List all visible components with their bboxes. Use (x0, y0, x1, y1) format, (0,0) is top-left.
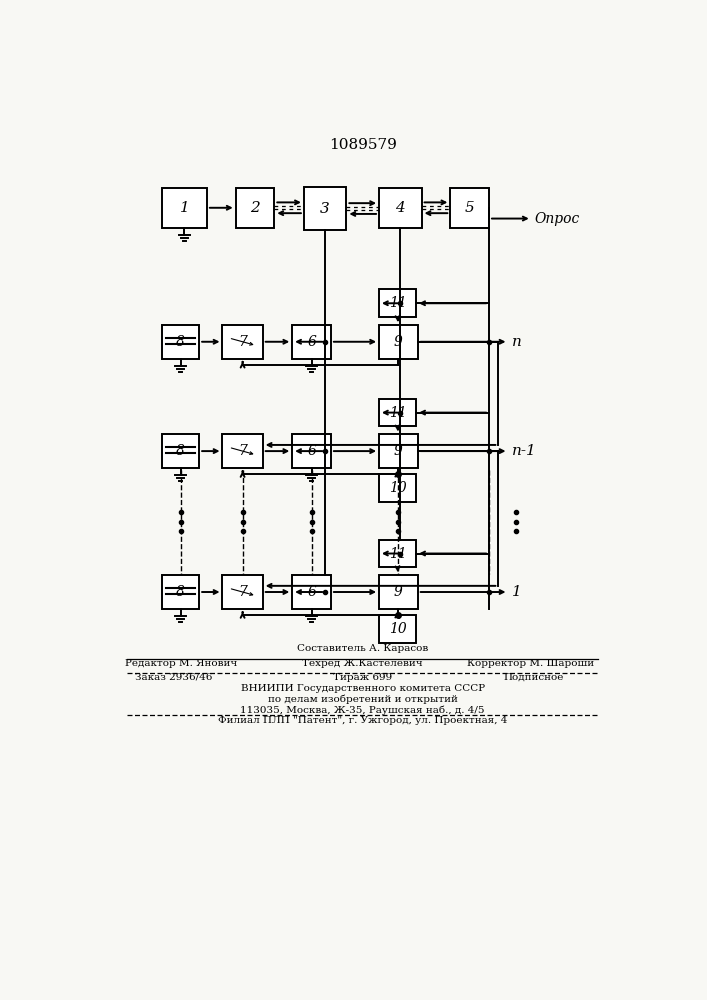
Text: 1089579: 1089579 (329, 138, 397, 152)
Bar (379, 434, 418, 468)
Text: п: п (512, 335, 521, 349)
Text: 9: 9 (394, 335, 403, 349)
Text: 5: 5 (464, 201, 474, 215)
Text: 7: 7 (238, 585, 247, 599)
Text: 9: 9 (394, 444, 403, 458)
Text: 1: 1 (512, 585, 521, 599)
Bar (379, 474, 416, 502)
Bar (379, 188, 421, 228)
Text: 9: 9 (394, 585, 403, 599)
Text: 6: 6 (307, 335, 316, 349)
Bar (379, 399, 416, 426)
Bar (223, 325, 263, 359)
Bar (450, 188, 489, 228)
Text: 6: 6 (307, 444, 316, 458)
Bar (292, 434, 331, 468)
Text: 3: 3 (320, 202, 330, 216)
Bar (235, 188, 274, 228)
Text: ВНИИПИ Государственного комитета СССР: ВНИИПИ Государственного комитета СССР (240, 684, 485, 693)
Bar (162, 188, 207, 228)
Text: Филиал ПЛП "Патент", г. Ужгород, ул. Проектная, 4: Филиал ПЛП "Патент", г. Ужгород, ул. Про… (218, 716, 508, 725)
Bar (162, 325, 199, 359)
Text: 8: 8 (176, 585, 185, 599)
Bar (379, 289, 416, 317)
Text: Заказ 2936/46: Заказ 2936/46 (135, 673, 212, 682)
Text: 11: 11 (389, 296, 407, 310)
Text: 8: 8 (176, 335, 185, 349)
Bar (223, 434, 263, 468)
Text: 6: 6 (307, 585, 316, 599)
Text: Тираж 699: Тираж 699 (333, 673, 392, 682)
Text: 7: 7 (238, 335, 247, 349)
Text: 1: 1 (180, 201, 189, 215)
Text: Составитель А. Карасов: Составитель А. Карасов (297, 644, 428, 653)
Text: Корректор М. Шароши: Корректор М. Шароши (467, 659, 594, 668)
Text: 113035, Москва, Ж-35, Раушская наб., д. 4/5: 113035, Москва, Ж-35, Раушская наб., д. … (240, 705, 485, 715)
Text: 10: 10 (389, 481, 407, 495)
Bar (223, 575, 263, 609)
Text: по делам изобретений и открытий: по делам изобретений и открытий (268, 694, 457, 704)
Text: 2: 2 (250, 201, 260, 215)
Bar (379, 540, 416, 567)
Text: 10: 10 (389, 622, 407, 636)
Text: 11: 11 (389, 406, 407, 420)
Text: 11: 11 (389, 547, 407, 561)
Bar (292, 575, 331, 609)
Text: Опрос: Опрос (534, 212, 579, 226)
Text: 7: 7 (238, 444, 247, 458)
Bar (162, 434, 199, 468)
Bar (379, 575, 418, 609)
Bar (379, 325, 418, 359)
Bar (162, 575, 199, 609)
Bar (292, 325, 331, 359)
Text: Редактор М. Янович: Редактор М. Янович (125, 659, 238, 668)
Text: п-1: п-1 (512, 444, 537, 458)
Text: Техред Ж.Кастелевич: Техред Ж.Кастелевич (303, 659, 423, 668)
Text: 8: 8 (176, 444, 185, 458)
Bar (304, 187, 346, 230)
Text: 4: 4 (395, 201, 405, 215)
Bar (379, 615, 416, 643)
Text: Подписное: Подписное (504, 673, 564, 682)
